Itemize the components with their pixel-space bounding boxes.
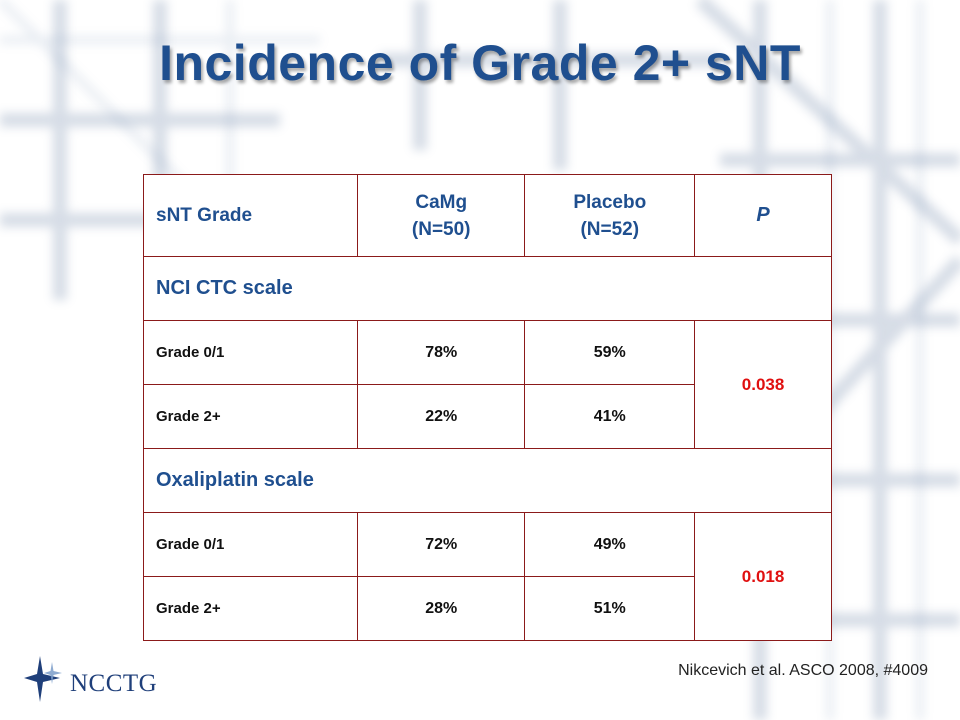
camg-value: 72%: [357, 512, 526, 577]
header-camg-name: CaMg: [415, 191, 468, 213]
table-header-row: sNT Grade CaMg (N=50) Placebo (N=52) P: [142, 174, 832, 257]
header-snt-grade: sNT Grade: [142, 174, 359, 257]
header-placebo-n: (N=52): [580, 218, 640, 240]
header-camg: CaMg (N=50): [357, 174, 526, 257]
placebo-value: 49%: [524, 512, 696, 577]
star-icon: [24, 656, 62, 702]
section-label-oxaliplatin: Oxaliplatin scale: [143, 448, 832, 513]
grade-label: Grade 0/1: [142, 512, 359, 577]
section-row-oxaliplatin: Oxaliplatin scale: [143, 448, 832, 513]
placebo-value: 51%: [524, 576, 696, 641]
placebo-value: 59%: [524, 320, 696, 385]
header-placebo-name: Placebo: [573, 191, 647, 213]
table-row: Grade 0/1 72% 49% 0.018: [142, 512, 832, 641]
grade-label: Grade 2+: [142, 384, 359, 449]
results-table: sNT Grade CaMg (N=50) Placebo (N=52) P N…: [142, 174, 832, 641]
camg-value: 28%: [357, 576, 526, 641]
table-row: Grade 2+ 22% 41%: [142, 384, 832, 449]
section-label-nci: NCI CTC scale: [143, 256, 832, 321]
p-value-nci: 0.038: [694, 320, 832, 449]
logo-text: NCCTG: [70, 670, 158, 697]
section-row-nci: NCI CTC scale: [143, 256, 832, 321]
camg-value: 78%: [357, 320, 526, 385]
placebo-value: 41%: [524, 384, 696, 449]
grade-label: Grade 0/1: [142, 320, 359, 385]
ncctg-logo: NCCTG: [22, 654, 157, 704]
header-placebo: Placebo (N=52): [524, 174, 696, 257]
header-p: P: [694, 174, 832, 257]
page-title: Incidence of Grade 2+ sNT: [159, 35, 801, 91]
header-camg-n: (N=50): [411, 218, 471, 240]
grade-label: Grade 2+: [142, 576, 359, 641]
p-value-oxaliplatin: 0.018: [694, 512, 832, 641]
camg-value: 22%: [357, 384, 526, 449]
table-row: Grade 2+ 28% 51%: [142, 576, 832, 641]
citation: Nikcevich et al. ASCO 2008, #4009: [678, 662, 928, 679]
table-row: Grade 0/1 78% 59% 0.038: [142, 320, 832, 449]
